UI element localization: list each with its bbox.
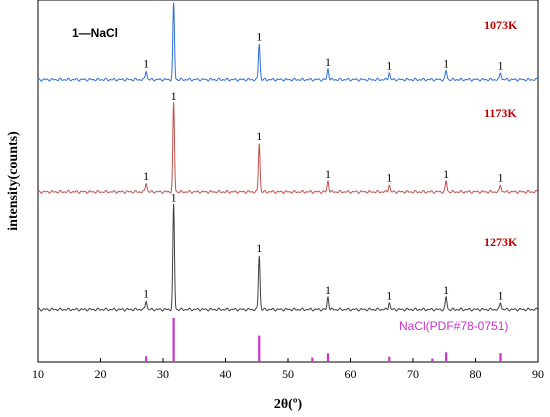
peak-marker-1173K-6: 1 — [498, 171, 504, 185]
peak-marker-1073K-0: 1 — [143, 57, 149, 71]
peak-marker-1273K-3: 1 — [325, 283, 331, 297]
peak-marker-1273K-2: 1 — [256, 241, 262, 255]
peak-marker-1173K-3: 1 — [325, 167, 331, 181]
legend-label: 1—NaCl — [72, 26, 118, 40]
reference-sticks — [145, 318, 502, 362]
x-tick-label-30: 30 — [157, 367, 169, 381]
plot-frame — [37, 0, 539, 363]
series-line-1073K — [37, 2, 539, 82]
peak-marker-1073K-1: 1 — [171, 0, 177, 4]
peak-marker-1073K-3: 1 — [325, 55, 331, 69]
x-tick-label-50: 50 — [282, 367, 294, 381]
peak-marker-1173K-5: 1 — [443, 167, 449, 181]
x-tick-label-70: 70 — [407, 367, 419, 381]
peak-marker-1273K-5: 1 — [443, 283, 449, 297]
y-axis-title: intensity(counts) — [6, 131, 21, 231]
x-tick-label-60: 60 — [345, 367, 357, 381]
peak-marker-1273K-1: 1 — [171, 191, 177, 205]
peak-marker-1273K-0: 1 — [143, 286, 149, 300]
series-label-1073K: 1073K — [484, 18, 518, 32]
peak-marker-1173K-2: 1 — [256, 129, 262, 143]
series-lines — [37, 2, 539, 312]
peak-marker-1173K-1: 1 — [171, 89, 177, 103]
x-tick-label-90: 90 — [532, 367, 544, 381]
peak-marker-1073K-6: 1 — [498, 58, 504, 72]
peak-markers: 1 1 1 1 1 1 1 1 1 1 1 1 1 1 1 1 1 1 1 1 1 — [143, 0, 503, 302]
peak-marker-1073K-2: 1 — [256, 29, 262, 43]
peak-marker-1073K-5: 1 — [443, 57, 449, 71]
peak-marker-1173K-0: 1 — [143, 169, 149, 183]
x-axis-title: 2θ(º) — [274, 397, 303, 412]
x-tick-label-10: 10 — [32, 367, 44, 381]
peak-marker-1273K-6: 1 — [498, 288, 504, 302]
peak-marker-1073K-4: 1 — [386, 58, 392, 72]
series-line-1273K — [37, 203, 539, 312]
x-tick-label-20: 20 — [95, 367, 107, 381]
series-line-1173K — [37, 102, 539, 194]
x-tick-label-80: 80 — [470, 367, 482, 381]
x-axis-ticks: 10 20 30 40 50 60 70 80 90 — [32, 358, 544, 381]
reference-label: NaCl(PDF#78-0751) — [399, 319, 508, 333]
peak-marker-1273K-4: 1 — [386, 288, 392, 302]
peak-marker-1173K-4: 1 — [386, 171, 392, 185]
series-label-1273K: 1273K — [484, 235, 518, 249]
x-tick-label-40: 40 — [220, 367, 232, 381]
series-label-1173K: 1173K — [484, 106, 517, 120]
